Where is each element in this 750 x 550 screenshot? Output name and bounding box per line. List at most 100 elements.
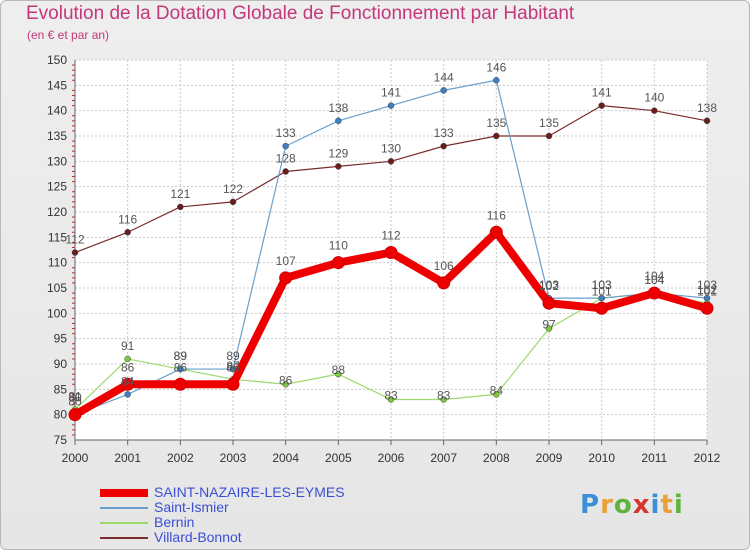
data-point — [282, 142, 289, 150]
y-tick-label: 110 — [48, 256, 67, 270]
data-point — [68, 408, 82, 422]
data-point — [542, 296, 556, 310]
data-point — [71, 249, 79, 256]
data-label: 86 — [279, 373, 293, 387]
data-label: 116 — [118, 212, 137, 226]
y-tick-label: 100 — [47, 306, 67, 320]
data-label: 135 — [539, 116, 559, 130]
data-point — [177, 365, 184, 373]
data-label: 101 — [697, 284, 717, 298]
y-tick-label: 80 — [54, 408, 68, 422]
data-point — [493, 132, 500, 140]
x-tick-label: 2003 — [220, 451, 247, 465]
data-point — [437, 276, 451, 290]
logo-letter: i — [673, 490, 684, 520]
data-point — [595, 301, 609, 315]
x-tick-label: 2011 — [641, 451, 667, 465]
legend-label: Villard-Bonnot — [154, 529, 242, 545]
data-label: 83 — [384, 388, 398, 402]
data-point — [545, 325, 553, 332]
data-point — [282, 168, 289, 175]
data-label: 89 — [174, 349, 188, 363]
data-label: 110 — [329, 239, 348, 253]
data-label: 130 — [381, 141, 401, 155]
data-point — [387, 396, 395, 403]
legend-swatch — [100, 522, 148, 524]
data-label: 121 — [170, 187, 190, 201]
x-tick-label: 2007 — [430, 451, 457, 465]
data-label: 86 — [174, 360, 188, 374]
chart-title: Evolution de la Dotation Globale de Fonc… — [26, 3, 575, 24]
y-tick-label: 75 — [54, 433, 68, 447]
legend-label: Saint-Ismier — [154, 499, 229, 515]
data-point — [598, 294, 605, 302]
data-point — [598, 102, 605, 109]
data-point — [124, 391, 131, 398]
x-tick-label: 2010 — [588, 451, 615, 465]
data-point — [173, 377, 187, 391]
logo-letter: r — [600, 490, 614, 520]
x-tick-label: 2005 — [325, 451, 352, 465]
data-point — [335, 117, 342, 125]
data-point — [703, 294, 711, 302]
x-tick-label: 2008 — [483, 451, 510, 465]
data-label: 144 — [434, 70, 454, 84]
x-tick-label: 2012 — [694, 451, 721, 465]
logo-letter: o — [613, 490, 633, 520]
y-tick-label: 85 — [54, 382, 68, 396]
data-point — [545, 132, 553, 140]
data-point — [335, 163, 342, 170]
logo-letter: t — [660, 490, 674, 520]
data-label: 103 — [539, 278, 559, 292]
data-label: 141 — [381, 86, 401, 100]
data-label: 88 — [332, 363, 346, 377]
data-label: 97 — [542, 318, 556, 332]
data-point — [387, 102, 395, 109]
data-point — [121, 377, 135, 391]
data-label: 146 — [486, 60, 506, 74]
data-label: 138 — [328, 101, 348, 115]
data-label: 103 — [592, 278, 612, 292]
y-tick-label: 115 — [48, 230, 67, 244]
data-label: 86 — [226, 360, 240, 374]
data-point — [279, 271, 293, 285]
data-label: 104 — [644, 273, 664, 287]
data-point — [229, 365, 237, 373]
data-label: 89 — [174, 349, 188, 363]
data-point — [440, 87, 447, 94]
data-label: 103 — [697, 278, 717, 292]
x-tick-label: 2004 — [272, 451, 299, 465]
data-label: 80 — [68, 391, 82, 405]
data-label: 112 — [381, 229, 400, 243]
data-point — [440, 142, 447, 150]
y-tick-label: 145 — [47, 78, 67, 92]
x-tick-label: 2009 — [536, 451, 563, 465]
y-tick-label: 125 — [47, 180, 67, 194]
data-label: 91 — [121, 339, 135, 353]
data-point — [226, 377, 240, 391]
data-label: 87 — [226, 359, 240, 373]
data-label: 122 — [223, 182, 243, 196]
data-label: 107 — [276, 254, 296, 268]
legend-swatch — [100, 489, 148, 497]
data-point — [124, 229, 131, 236]
data-label: 102 — [697, 283, 717, 297]
data-label: 81 — [68, 390, 82, 404]
data-label: 135 — [486, 116, 506, 130]
data-label: 133 — [434, 126, 454, 140]
data-point — [493, 391, 500, 398]
data-label: 133 — [276, 126, 296, 140]
data-point — [489, 225, 503, 239]
data-label: 86 — [121, 360, 135, 374]
y-tick-label: 105 — [47, 281, 67, 295]
data-point — [651, 107, 658, 114]
x-tick-label: 2000 — [62, 451, 89, 465]
data-point — [124, 355, 131, 363]
proxiti-logo: Proxiti — [580, 490, 684, 520]
x-tick-label: 2006 — [378, 451, 405, 465]
data-label: 106 — [434, 259, 454, 273]
y-tick-label: 130 — [47, 154, 67, 168]
data-label: 116 — [487, 208, 506, 222]
y-tick-label: 135 — [47, 129, 67, 143]
data-point — [440, 396, 447, 403]
